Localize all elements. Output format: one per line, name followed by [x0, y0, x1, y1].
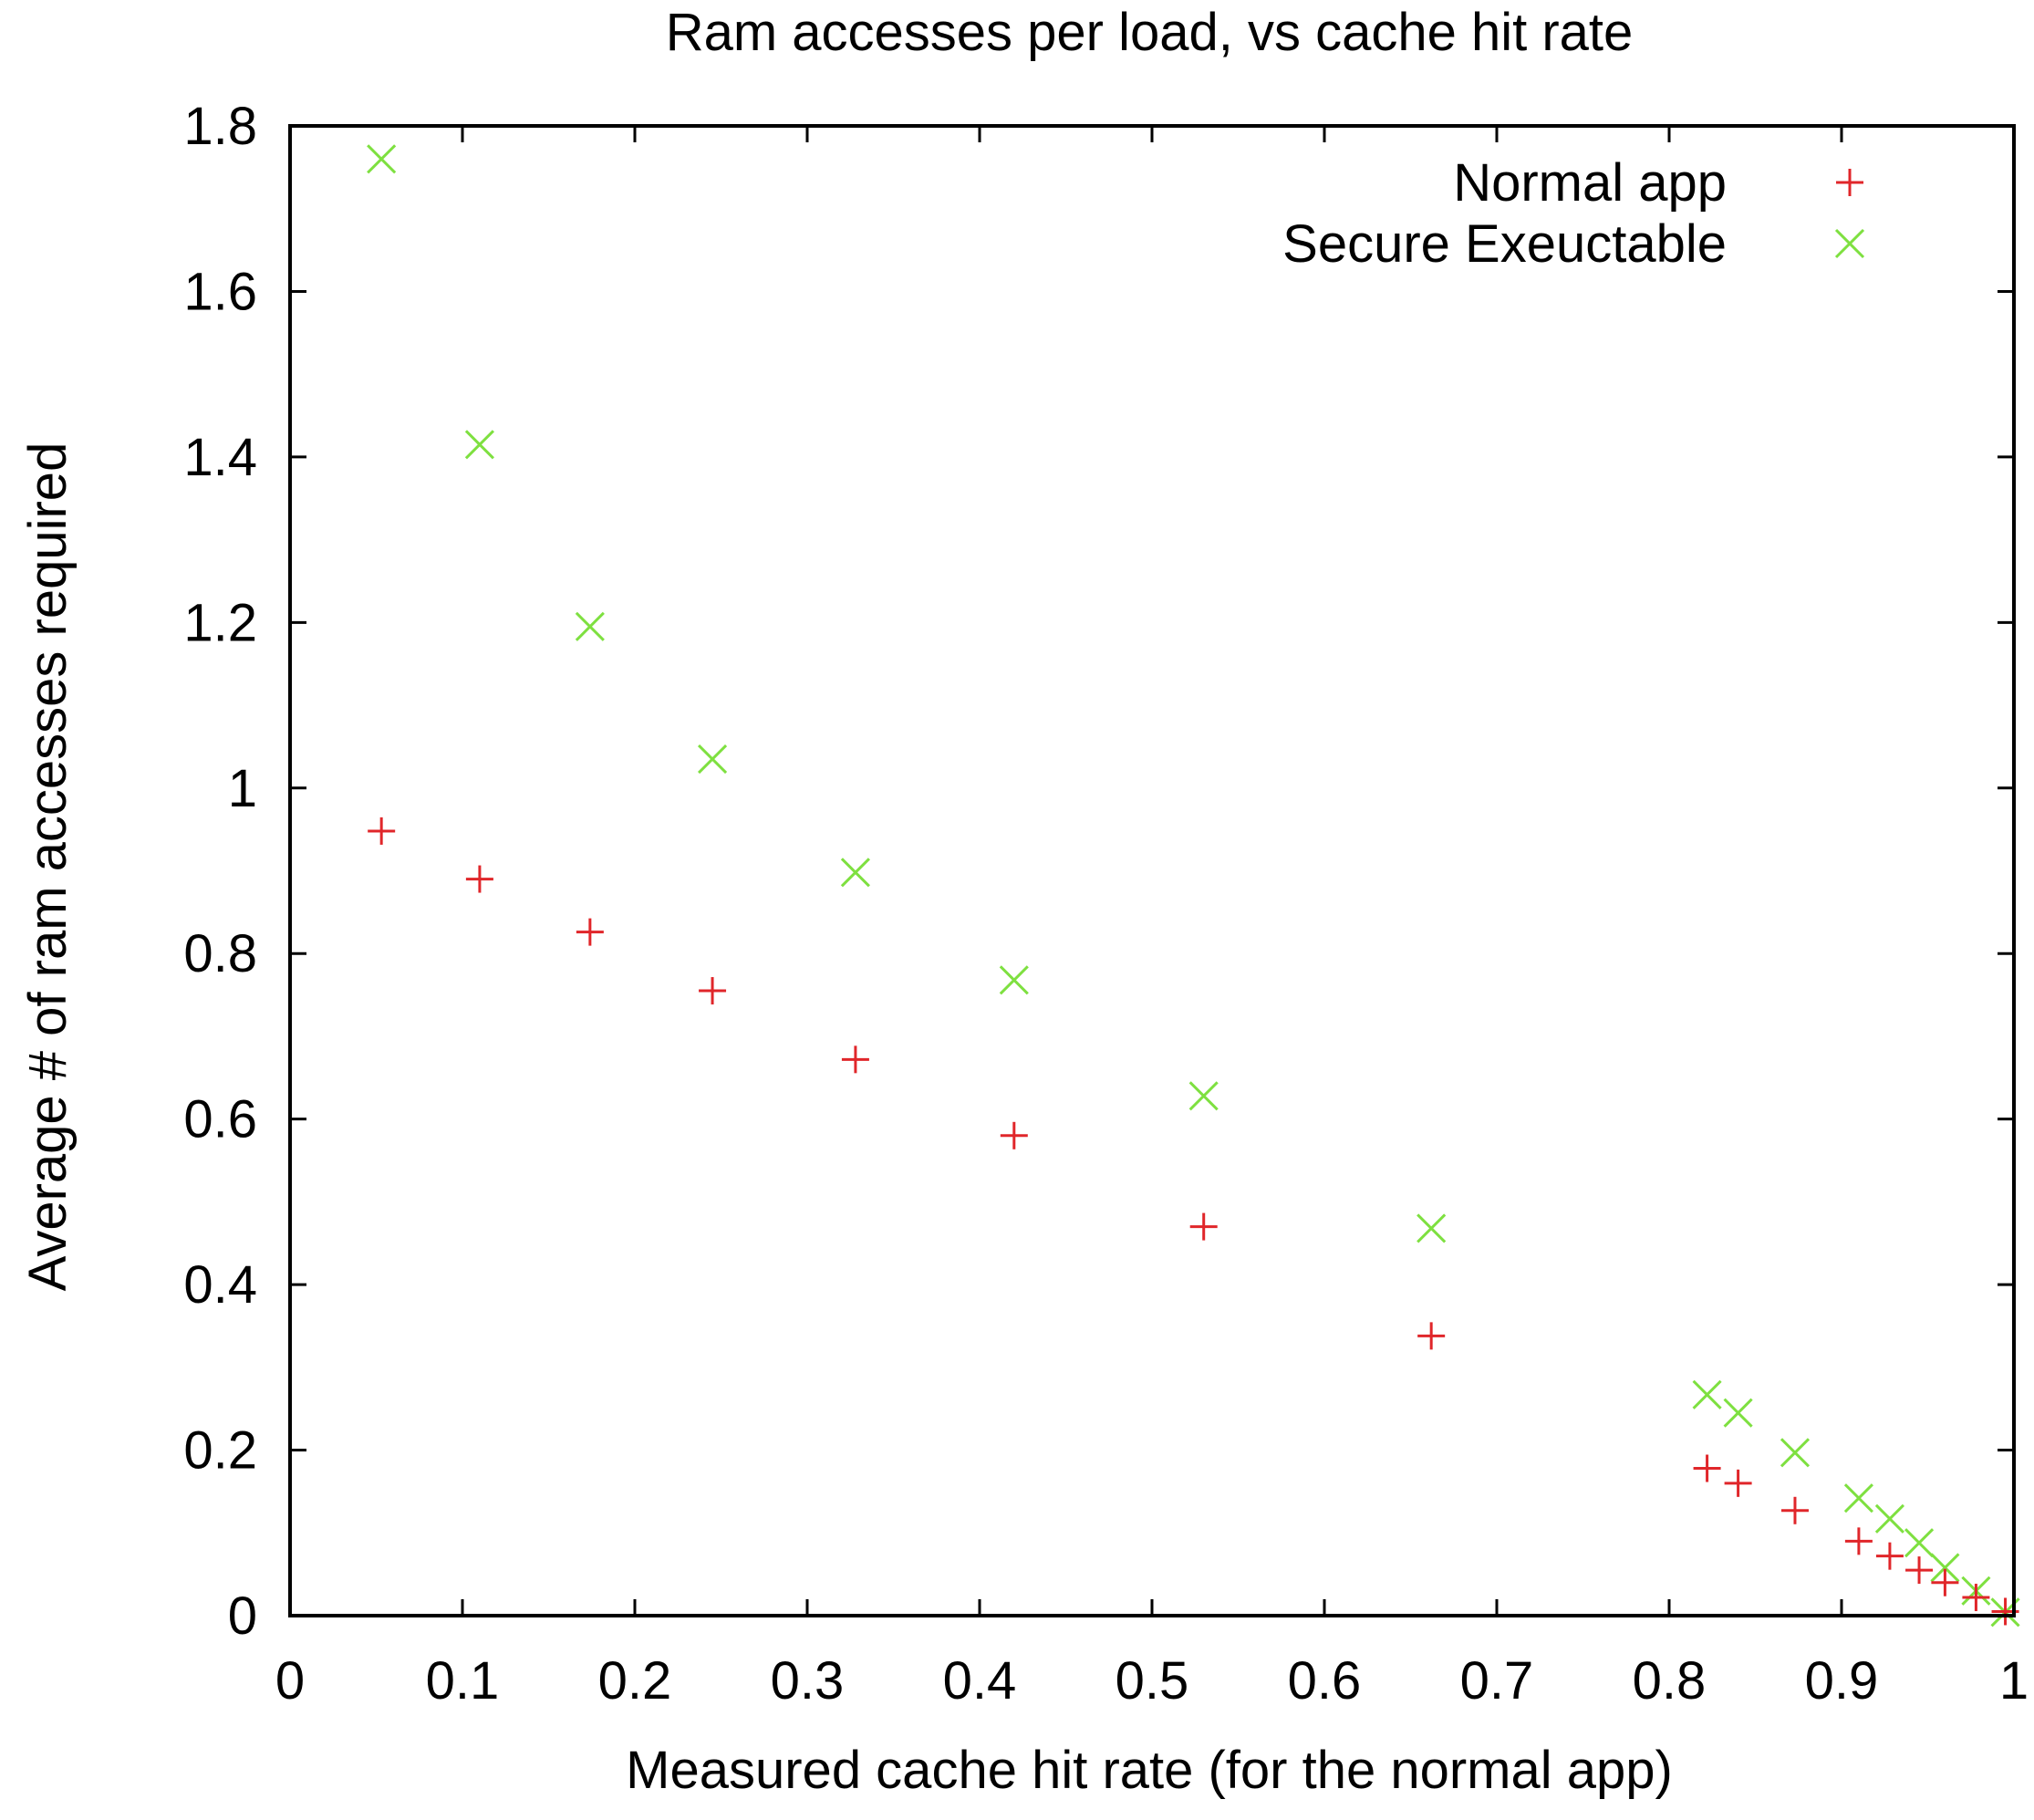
x-axis-label: Measured cache hit rate (for the normal … — [626, 1741, 1673, 1800]
normal-app-point — [1962, 1584, 1990, 1612]
chart-title: Ram accesses per load, vs cache hit rate — [666, 3, 1634, 62]
normal-app-point — [1724, 1469, 1752, 1497]
y-tick-label: 0.4 — [183, 1255, 257, 1315]
secure-executable-point — [575, 611, 605, 641]
secure-executable-point — [1417, 1213, 1447, 1243]
x-tick-label: 0.9 — [1805, 1651, 1879, 1711]
y-tick-label: 0.2 — [183, 1421, 257, 1481]
secure-executable-point — [464, 430, 494, 460]
normal-app-point — [1417, 1322, 1446, 1350]
y-tick-label: 0 — [228, 1586, 257, 1646]
y-tick-label: 1.4 — [183, 428, 257, 487]
y-axis-label-text: Average # of ram accesses required — [18, 442, 78, 1292]
x-tick-label: 1 — [1999, 1651, 2029, 1711]
x-tick-label: 0.3 — [771, 1651, 845, 1711]
x-tick-label: 0 — [275, 1651, 305, 1711]
legend-marker-secure-executable — [1834, 228, 1865, 259]
x-tick-label: 0.4 — [943, 1651, 1017, 1711]
y-tick-label: 0.8 — [183, 924, 257, 983]
normal-app-point — [1693, 1454, 1721, 1482]
normal-app-point — [1189, 1212, 1218, 1241]
x-tick-label: 0.8 — [1633, 1651, 1707, 1711]
secure-executable-point — [999, 965, 1029, 995]
normal-app-point — [1905, 1556, 1934, 1585]
axis-ticks — [288, 124, 2016, 1617]
secure-executable-point — [1843, 1483, 1873, 1513]
secure-executable-point — [367, 144, 397, 174]
secure-executable-point — [1723, 1398, 1753, 1428]
x-tick-label: 0.1 — [426, 1651, 500, 1711]
y-tick-label: 1.2 — [183, 593, 257, 652]
secure-executable-point — [1188, 1081, 1219, 1111]
normal-app-point — [699, 977, 727, 1005]
secure-executable-point — [1692, 1379, 1722, 1409]
normal-app-point — [841, 1045, 869, 1074]
x-tick-label: 0.5 — [1116, 1651, 1189, 1711]
legend-label-normal-app: Normal app — [1453, 153, 1727, 213]
secure-executable-point — [840, 858, 870, 888]
secure-executable-point — [697, 744, 728, 775]
normal-app-point — [1875, 1542, 1904, 1570]
legend-marker-normal-app — [1836, 169, 1863, 196]
y-axis-label: Average # of ram accesses required — [18, 442, 78, 1292]
secure-executable-point — [1930, 1553, 1960, 1583]
data-points — [367, 144, 2020, 1628]
normal-app-point — [368, 816, 396, 845]
y-tick-label: 1 — [228, 759, 257, 818]
x-tick-label: 0.2 — [598, 1651, 672, 1711]
y-tick-label: 1.6 — [183, 262, 257, 321]
y-tick-label: 0.6 — [183, 1090, 257, 1149]
secure-executable-point — [1780, 1438, 1811, 1468]
normal-app-point — [1844, 1527, 1873, 1555]
normal-app-point — [1000, 1121, 1028, 1149]
secure-executable-point — [1874, 1503, 1904, 1534]
axis-tick-labels: 0 0.1 0.2 0.3 0.4 0.5 0.6 0.7 0.8 0.9 1 0 0.2 0.4 0.6 0… — [183, 97, 2029, 1711]
normal-app-point — [465, 865, 493, 893]
x-tick-label: 0.6 — [1288, 1651, 1362, 1711]
plot-area-frame — [288, 124, 2016, 1617]
normal-app-point — [1931, 1568, 1959, 1596]
y-tick-label: 1.8 — [183, 97, 257, 156]
normal-app-point — [576, 918, 604, 946]
legend: Normal app Secure Exeuctable — [1282, 153, 1865, 274]
legend-label-secure-executable: Secure Exeuctable — [1282, 214, 1727, 274]
legend-markers — [1834, 169, 1865, 259]
x-tick-label: 0.7 — [1460, 1651, 1534, 1711]
normal-app-point — [1780, 1496, 1809, 1524]
secure-executable-point — [1904, 1528, 1935, 1558]
